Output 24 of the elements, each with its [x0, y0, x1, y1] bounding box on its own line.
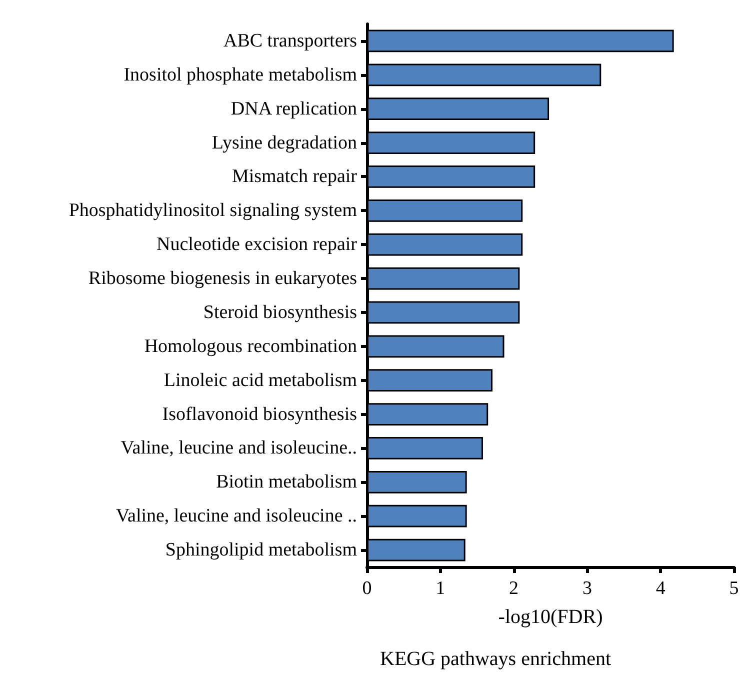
- y-tick-label: Lysine degradation: [212, 132, 358, 154]
- y-tick-label: Mismatch repair: [232, 166, 358, 188]
- y-tick-label: ABC transporters: [223, 30, 357, 52]
- y-tick-label: Valine, leucine and isoleucine ..: [116, 506, 357, 527]
- y-tick-label: Steroid biosynthesis: [203, 302, 357, 323]
- y-tick-label: Linoleic acid metabolism: [164, 370, 358, 391]
- y-tick-label: Ribosome biogenesis in eukaryotes: [88, 268, 357, 290]
- y-tick-label: DNA replication: [230, 98, 358, 120]
- x-tick-label: 4: [656, 578, 666, 599]
- y-tick-label: Valine, leucine and isoleucine..: [120, 438, 357, 459]
- x-tick-label: 5: [729, 578, 739, 599]
- y-tick-label: Inositol phosphate metabolism: [124, 64, 358, 86]
- x-tick-label: 0: [362, 578, 372, 599]
- y-tick-label: Phosphatidylinositol signaling system: [68, 200, 358, 222]
- y-tick-label: Nucleotide excision repair: [156, 234, 358, 256]
- y-tick-label: Homologous recombination: [144, 336, 358, 357]
- x-tick-label: 1: [436, 578, 446, 599]
- x-tick-label: 2: [509, 578, 519, 599]
- x-tick-label: 3: [582, 578, 592, 599]
- y-tick-label: Biotin metabolism: [216, 472, 358, 493]
- y-tick-label: Sphingolipid metabolism: [165, 540, 358, 561]
- y-tick-label: Isoflavonoid biosynthesis: [162, 404, 357, 425]
- x-axis-title: -log10(FDR): [498, 606, 603, 628]
- text: KEGG pathways enrichment: [380, 648, 612, 670]
